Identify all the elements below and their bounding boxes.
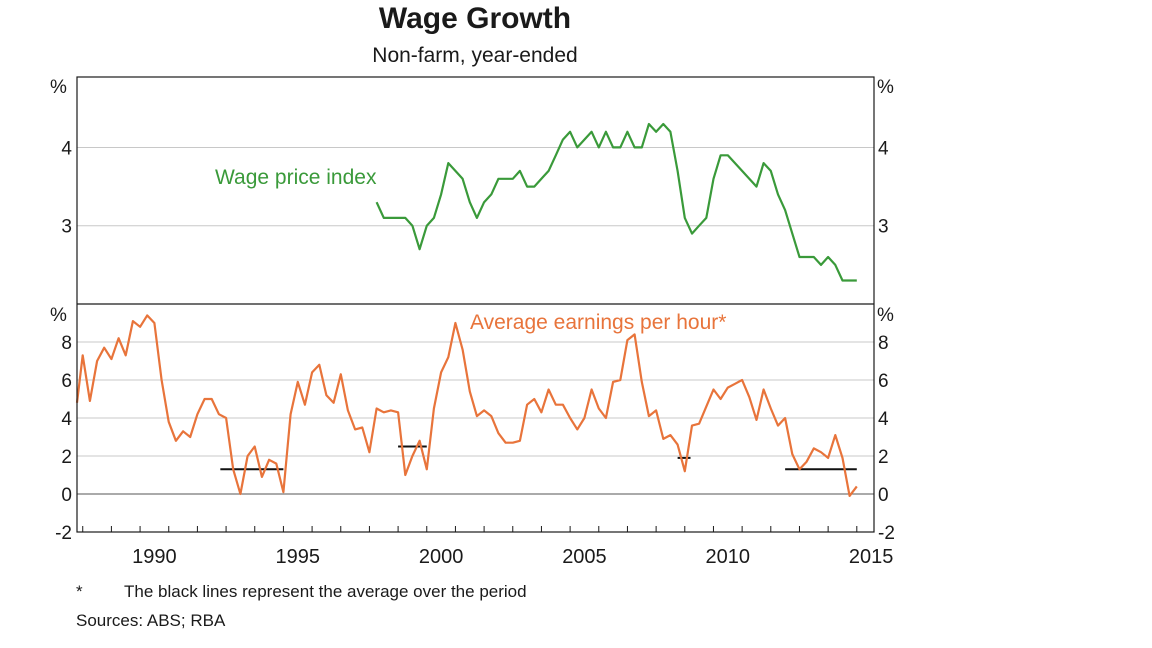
bottom-y-tick-label-left: -2 bbox=[55, 523, 72, 544]
bottom-y-tick-label-right: -2 bbox=[878, 523, 895, 544]
top-y-tick-label-left: 3 bbox=[61, 217, 72, 238]
footnote-text: The black lines represent the average ov… bbox=[124, 582, 527, 601]
top-y-tick-label-right: 3 bbox=[878, 217, 889, 238]
bottom-y-tick-label-right: 8 bbox=[878, 333, 889, 354]
x-tick-label: 1990 bbox=[132, 546, 177, 568]
footnote: * The black lines represent the average o… bbox=[76, 582, 527, 602]
top-y-tick-label-right: 4 bbox=[878, 138, 889, 159]
top-y-tick-label-left: 4 bbox=[61, 138, 72, 159]
chart-title: Wage Growth bbox=[378, 2, 572, 35]
bottom-y-tick-label-left: 2 bbox=[61, 447, 72, 468]
chart-subtitle: Non-farm, year-ended bbox=[372, 44, 578, 67]
bottom-y-tick-label-left: 6 bbox=[61, 371, 72, 392]
average-earnings-line bbox=[75, 314, 858, 497]
x-tick-label: 2000 bbox=[419, 546, 464, 568]
bottom-y-tick-label-right: 0 bbox=[878, 485, 889, 506]
bottom-y-tick-label-right: 2 bbox=[878, 447, 889, 468]
x-tick-label: 1995 bbox=[276, 546, 321, 568]
top-left-unit: % bbox=[50, 77, 67, 98]
x-tick-label: 2005 bbox=[562, 546, 607, 568]
top-right-unit: % bbox=[877, 77, 894, 98]
bottom-left-unit: % bbox=[50, 305, 67, 326]
wage-price-index-line bbox=[375, 122, 857, 282]
wage-growth-chart: % % % % Wage price index Average earning… bbox=[50, 76, 895, 568]
average-earnings-label: Average earnings per hour* bbox=[470, 311, 726, 334]
bottom-y-tick-label-left: 0 bbox=[61, 485, 72, 506]
bottom-y-tick-label-right: 6 bbox=[878, 371, 889, 392]
bottom-y-tick-label-left: 8 bbox=[61, 333, 72, 354]
x-tick-label: 2010 bbox=[706, 546, 751, 568]
bottom-right-unit: % bbox=[877, 305, 894, 326]
footnote-marker: * bbox=[76, 582, 83, 601]
bottom-y-tick-label-right: 4 bbox=[878, 409, 889, 430]
x-tick-label: 2015 bbox=[849, 546, 894, 568]
wage-price-index-label: Wage price index bbox=[215, 166, 377, 189]
sources-note: Sources: ABS; RBA bbox=[76, 611, 226, 630]
bottom-y-tick-label-left: 4 bbox=[61, 409, 72, 430]
